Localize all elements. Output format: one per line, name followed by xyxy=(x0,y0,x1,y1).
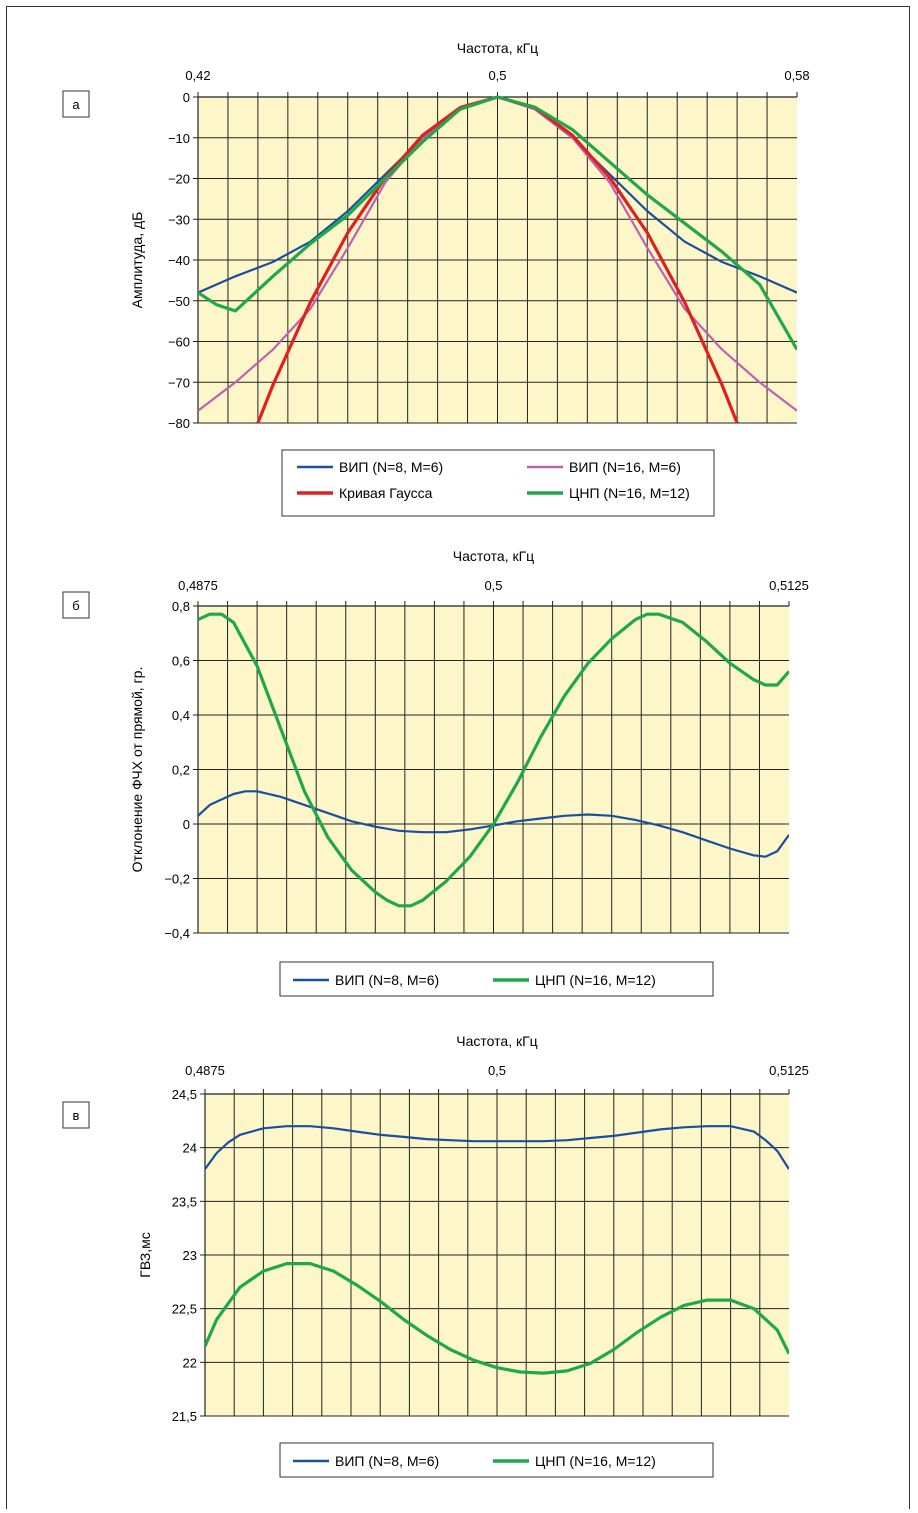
legend-box xyxy=(281,449,715,517)
x-tick-label: 0,4875 xyxy=(178,578,218,593)
legend-label: ВИП (N=8, M=6) xyxy=(335,972,439,988)
legend-label: ЦНП (N=16, M=12) xyxy=(535,1453,656,1469)
panel-tag-box xyxy=(62,90,90,118)
chart-panel-1: а 0 −10 −20 −30 −40 −50 −60 −70 −80 0,42 0,5 0,58 Час… xyxy=(62,40,810,517)
panel-tag-label: в xyxy=(73,1108,80,1123)
y-tick-label: 24 xyxy=(183,1141,197,1156)
legend-label: ВИП (N=8, M=6) xyxy=(339,459,443,475)
y-tick-label: 0,6 xyxy=(172,654,190,669)
y-axis-title: Амплитуда, дБ xyxy=(129,212,145,309)
y-tick-label: 24,5 xyxy=(172,1087,197,1102)
series-line-4 xyxy=(198,95,797,351)
y-tick-label: −70 xyxy=(168,375,190,390)
series-line-1 xyxy=(205,1125,789,1170)
chart-panel-2: б 0,8 0,6 0,4 0,2 0 −0,2 −0,4 0,4875 0,5 0,5125 Час… xyxy=(62,548,809,997)
y-tick-label: −50 xyxy=(168,294,190,309)
y-axis-title: ГВЗ,мс xyxy=(137,1232,153,1277)
y-tick-label: −60 xyxy=(168,335,190,350)
x-tick-label: 0,42 xyxy=(185,68,210,83)
y-tick-label: 23,5 xyxy=(172,1194,197,1209)
panel-tag-box xyxy=(62,1101,90,1129)
y-tick-label: 0 xyxy=(183,90,190,105)
y-tick-label: 0 xyxy=(183,817,190,832)
series-line-2 xyxy=(198,612,789,908)
x-tick-label: 0,5 xyxy=(488,1063,506,1078)
legend-label: ЦНП (N=16, M=12) xyxy=(569,485,690,501)
y-tick-label: −30 xyxy=(168,212,190,227)
y-tick-label: 0,2 xyxy=(172,763,190,778)
y-tick-label: −0,4 xyxy=(164,926,190,941)
y-tick-label: −0,2 xyxy=(164,872,190,887)
x-tick-label: 0,5 xyxy=(488,68,506,83)
y-tick-label: 22,5 xyxy=(172,1302,197,1317)
series-line-2 xyxy=(205,1261,789,1375)
y-tick-label: −80 xyxy=(168,416,190,431)
y-tick-label: 0,4 xyxy=(172,708,190,723)
y-tick-label: 21,5 xyxy=(172,1409,197,1424)
y-tick-label: 0,8 xyxy=(172,599,190,614)
legend-label: ВИП (N=16, M=6) xyxy=(569,459,681,475)
y-tick-label: 23 xyxy=(183,1248,197,1263)
figure-frame xyxy=(6,6,910,1509)
y-tick-label: −20 xyxy=(168,172,190,187)
y-tick-label: 22 xyxy=(183,1355,197,1370)
panel-tag-label: а xyxy=(72,97,80,112)
chart-panel-3: в 24,5 24 23,5 23 22,5 22 21,5 0,4875 0,5 0,5125 Ча… xyxy=(62,1033,809,1478)
y-tick-label: −40 xyxy=(168,253,190,268)
panel-tag-label: б xyxy=(72,598,79,613)
legend-label: Кривая Гаусса xyxy=(339,485,433,501)
x-axis-title: Частота, кГц xyxy=(457,40,538,56)
x-tick-label: 0,5125 xyxy=(769,1063,809,1078)
legend-label: ВИП (N=8, M=6) xyxy=(335,1453,439,1469)
x-tick-label: 0,4875 xyxy=(185,1063,225,1078)
x-tick-label: 0,5 xyxy=(484,578,502,593)
x-tick-label: 0,58 xyxy=(784,68,809,83)
panel-tag-box xyxy=(62,591,90,619)
y-axis-title: Отклонение ФЧХ от прямой, гр. xyxy=(129,667,145,873)
x-axis-title: Частота, кГц xyxy=(453,548,534,564)
y-tick-label: −10 xyxy=(168,131,190,146)
x-tick-label: 0,5125 xyxy=(769,578,809,593)
x-axis-title: Частота, кГц xyxy=(456,1033,537,1049)
legend-label: ЦНП (N=16, M=12) xyxy=(535,972,656,988)
